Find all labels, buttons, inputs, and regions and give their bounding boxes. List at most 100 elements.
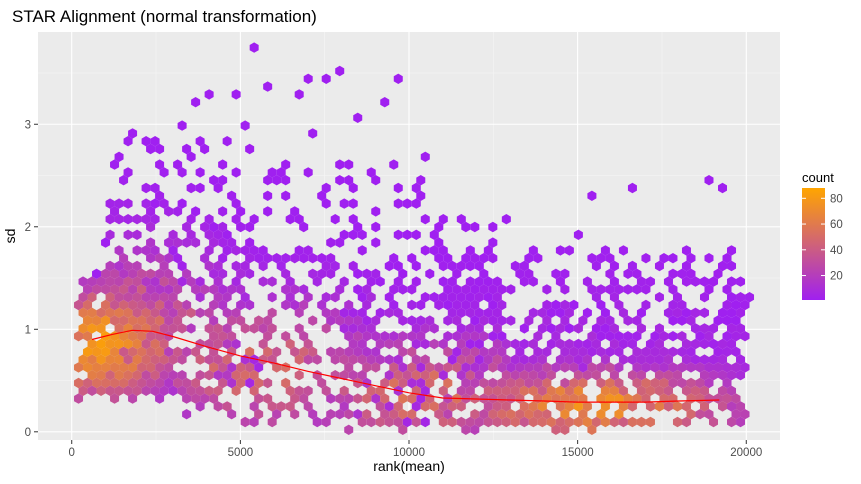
hex-bin [645, 416, 655, 428]
hex-bin [218, 377, 228, 389]
hex-bin [335, 175, 345, 186]
hex-bin [312, 276, 322, 287]
hex-bin [173, 237, 183, 248]
hex-bin [128, 315, 138, 326]
hex-bin [479, 268, 489, 279]
hex-bin [339, 198, 349, 209]
hex-bin [362, 315, 372, 326]
hex-bin [123, 370, 133, 381]
hex-bin [636, 276, 646, 287]
hex-bin [727, 245, 737, 256]
hex-bin [137, 315, 147, 326]
hex-bin [164, 284, 174, 295]
hex-bin [483, 385, 493, 396]
hex-bin [227, 409, 237, 420]
hex-bin [236, 284, 246, 295]
hex-bin [555, 245, 565, 256]
hex-bin [420, 385, 430, 396]
hex-bin [164, 299, 174, 311]
hex-bin [222, 136, 232, 147]
hex-bin [159, 276, 169, 287]
hex-bin [285, 338, 295, 350]
hex-bin [78, 323, 88, 334]
hex-bin [348, 338, 358, 350]
hex-bin [344, 175, 354, 186]
hex-bin [222, 229, 232, 240]
hex-bin [727, 338, 737, 350]
y-tick-label: 2 [25, 222, 31, 234]
hex-bin [411, 416, 421, 428]
hex-bin [524, 315, 534, 326]
hex-bin [681, 245, 691, 256]
hex-bin [281, 159, 291, 170]
hex-bin [636, 323, 646, 334]
hex-bin [114, 198, 124, 209]
hex-bin [83, 377, 93, 389]
hex-bin [245, 268, 255, 279]
hex-bin [452, 284, 462, 295]
hex-bin [393, 416, 403, 428]
hex-bin [645, 338, 655, 350]
hex-bin [209, 299, 219, 311]
hex-bin [96, 276, 106, 287]
hex-bin [461, 299, 471, 311]
hex-bin [497, 346, 507, 357]
hex-bin [353, 393, 363, 404]
hex-bin [254, 253, 264, 264]
hex-bin [227, 331, 237, 342]
hex-bin [141, 307, 151, 318]
hex-bin [727, 260, 737, 272]
hex-bin [231, 198, 241, 209]
hex-bin [105, 385, 115, 396]
hex-bin [155, 268, 165, 279]
hex-bin [119, 299, 129, 311]
hex-bin [573, 370, 583, 381]
hex-bin [411, 198, 421, 209]
hex-bin [195, 182, 205, 194]
hex-bin [321, 385, 331, 396]
hex-bin [335, 159, 345, 170]
hex-bin [101, 346, 111, 357]
hex-bin [285, 214, 295, 225]
hex-bin [690, 385, 700, 396]
hex-bin [83, 299, 93, 311]
hex-bin [353, 409, 363, 420]
hex-bin [146, 206, 156, 217]
hex-bin [155, 299, 165, 311]
hex-bin [123, 292, 133, 303]
hex-bin [618, 245, 628, 256]
hex-bin [119, 315, 129, 326]
hex-bin [222, 323, 232, 334]
hex-bin [128, 346, 138, 357]
hex-bin [465, 370, 475, 381]
hex-bin [632, 393, 642, 404]
hex-bin [736, 401, 746, 412]
hex-bin [605, 253, 615, 264]
hex-bin [231, 276, 241, 287]
hex-bin [470, 377, 480, 389]
hex-bin [141, 370, 151, 381]
hex-bin [240, 245, 250, 256]
hex-bin [326, 393, 336, 404]
hex-bin [465, 416, 475, 428]
hex-bin [150, 214, 160, 225]
hex-bin [339, 370, 349, 381]
hex-bin [551, 299, 561, 311]
hex-bin [456, 370, 466, 381]
hex-bin [146, 237, 156, 248]
hex-bin [303, 385, 313, 396]
hex-bin [654, 354, 664, 365]
hex-bin [155, 253, 165, 264]
hex-bin [483, 292, 493, 303]
hex-bin [546, 338, 556, 350]
hex-bin [353, 331, 363, 342]
hex-bin [609, 385, 619, 396]
hex-bin [231, 307, 241, 318]
hex-bin [704, 377, 714, 389]
hex-bin [438, 416, 448, 428]
hex-bin [654, 260, 664, 272]
hex-bin [542, 299, 552, 311]
hex-bin [573, 354, 583, 365]
hex-bin [132, 214, 142, 225]
hex-bin [146, 221, 156, 233]
